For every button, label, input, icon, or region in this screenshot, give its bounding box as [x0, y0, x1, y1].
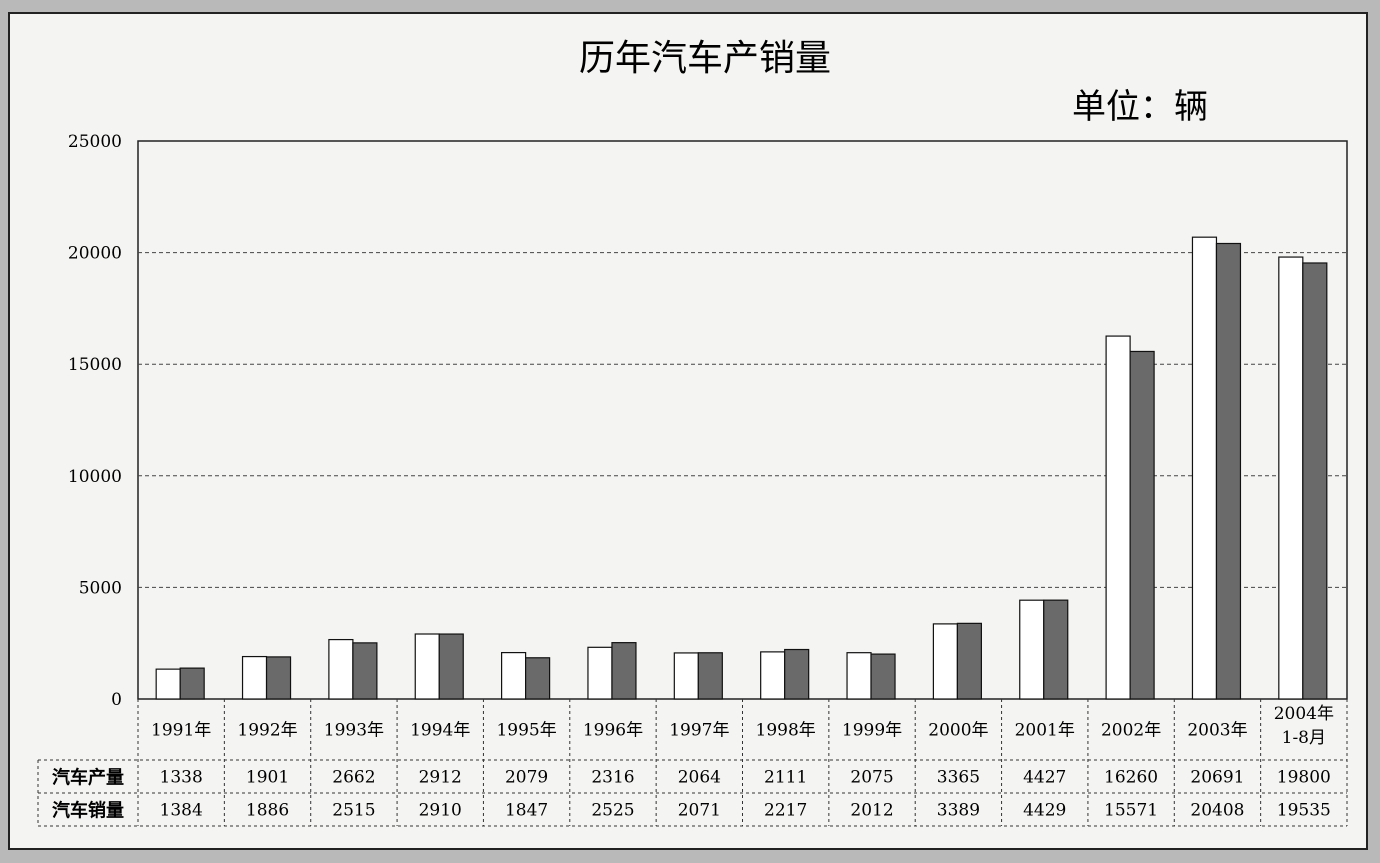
data-label: 1384: [160, 801, 203, 821]
data-label: 4427: [1023, 768, 1066, 788]
bar-sales: [179, 667, 205, 700]
data-label: 2912: [419, 768, 462, 788]
data-label: 2316: [591, 768, 634, 788]
data-label: 2075: [850, 768, 893, 788]
data-label: 2217: [764, 801, 807, 821]
data-label: 2525: [591, 801, 634, 821]
bar-production: [1019, 599, 1045, 700]
y-tick-label: 10000: [68, 467, 122, 487]
data-label: 2515: [332, 801, 375, 821]
x-tick-label: 2000年: [928, 721, 988, 741]
data-label: 2071: [678, 801, 721, 821]
data-label: 2910: [419, 801, 462, 821]
series-name: 汽车销量: [52, 800, 124, 822]
y-tick-label: 25000: [68, 132, 122, 152]
series-name: 汽车产量: [52, 767, 124, 789]
bar-sales: [438, 633, 464, 700]
bar-production: [155, 668, 181, 700]
data-label: 1886: [246, 801, 289, 821]
data-label: 20408: [1190, 801, 1244, 821]
data-label: 2662: [332, 768, 375, 788]
x-tick-label: 1999年: [842, 721, 902, 741]
bar-production: [1278, 256, 1304, 700]
bar-sales: [1043, 599, 1069, 700]
bar-sales: [611, 642, 637, 700]
data-label: 3365: [937, 768, 980, 788]
chart-frame: 历年汽车产销量 单位：辆 0 5000 10000 15000 20000 25000 1…: [8, 12, 1368, 850]
data-label: 1847: [505, 801, 548, 821]
bar-production: [846, 652, 872, 700]
bar-production: [932, 623, 958, 700]
data-label: 16260: [1104, 768, 1158, 788]
chart-title: 历年汽车产销量: [579, 38, 831, 79]
y-tick-label: 15000: [68, 355, 122, 375]
x-tick-label: 1992年: [237, 721, 297, 741]
y-tick-label: 20000: [68, 244, 122, 264]
bar-production: [1191, 236, 1218, 700]
data-table: 1991年 1992年 1993年 1994年 1995年 1996年 1997年 1998年…: [37, 699, 1348, 827]
y-axis: 0 5000 10000 15000 20000 25000: [68, 132, 122, 710]
bar-sales: [697, 652, 723, 700]
y-tick-label: 5000: [79, 578, 122, 598]
x-tick-label: 1996年: [583, 721, 643, 741]
x-tick-label: 1994年: [410, 721, 470, 741]
bar-production: [241, 655, 268, 700]
bar-production: [1105, 335, 1131, 700]
x-tick-label: 2002年: [1101, 721, 1161, 741]
bar-production: [328, 638, 354, 700]
bar-production: [414, 633, 440, 700]
x-tick-label: 2003年: [1187, 721, 1247, 741]
y-tick-label: 0: [111, 690, 122, 710]
x-tick-label: 2004年 1-8月: [1274, 704, 1334, 748]
plot-area: [137, 140, 1348, 700]
x-tick-label: 1995年: [496, 721, 556, 741]
bar-sales: [352, 642, 378, 700]
unit-label: 单位：辆: [1072, 87, 1208, 127]
data-label: 1338: [160, 768, 203, 788]
data-label: 3389: [937, 801, 980, 821]
data-label: 15571: [1104, 801, 1158, 821]
data-label: 2111: [764, 768, 807, 788]
bar-sales: [1302, 262, 1328, 700]
bar-chart: 历年汽车产销量 单位：辆 0 5000 10000 15000 20000 25000 1…: [37, 38, 1348, 827]
x-tick-label: 1991年: [151, 721, 211, 741]
bar-sales: [525, 657, 551, 700]
bar-sales: [870, 653, 896, 700]
data-label: 2012: [850, 801, 893, 821]
bar-production: [673, 652, 699, 700]
data-label: 20691: [1190, 768, 1244, 788]
data-label: 2064: [678, 768, 721, 788]
bar-sales: [1129, 350, 1155, 700]
bars: [155, 236, 1328, 700]
bar-production: [760, 651, 786, 700]
bar-sales: [1215, 242, 1242, 700]
data-label: 19535: [1277, 801, 1331, 821]
x-tick-label: 1997年: [669, 721, 729, 741]
x-tick-label: 2001年: [1015, 721, 1075, 741]
data-label: 4429: [1023, 801, 1066, 821]
x-tick-label: 1993年: [324, 721, 384, 741]
bar-sales: [265, 656, 292, 700]
bar-sales: [784, 648, 810, 700]
data-label: 2079: [505, 768, 548, 788]
gridlines: [137, 140, 1348, 700]
bar-sales: [956, 622, 982, 700]
bar-production: [501, 651, 527, 700]
data-label: 1901: [246, 768, 289, 788]
x-tick-label: 1998年: [756, 721, 816, 741]
data-label: 19800: [1277, 768, 1331, 788]
bar-production: [587, 646, 613, 700]
